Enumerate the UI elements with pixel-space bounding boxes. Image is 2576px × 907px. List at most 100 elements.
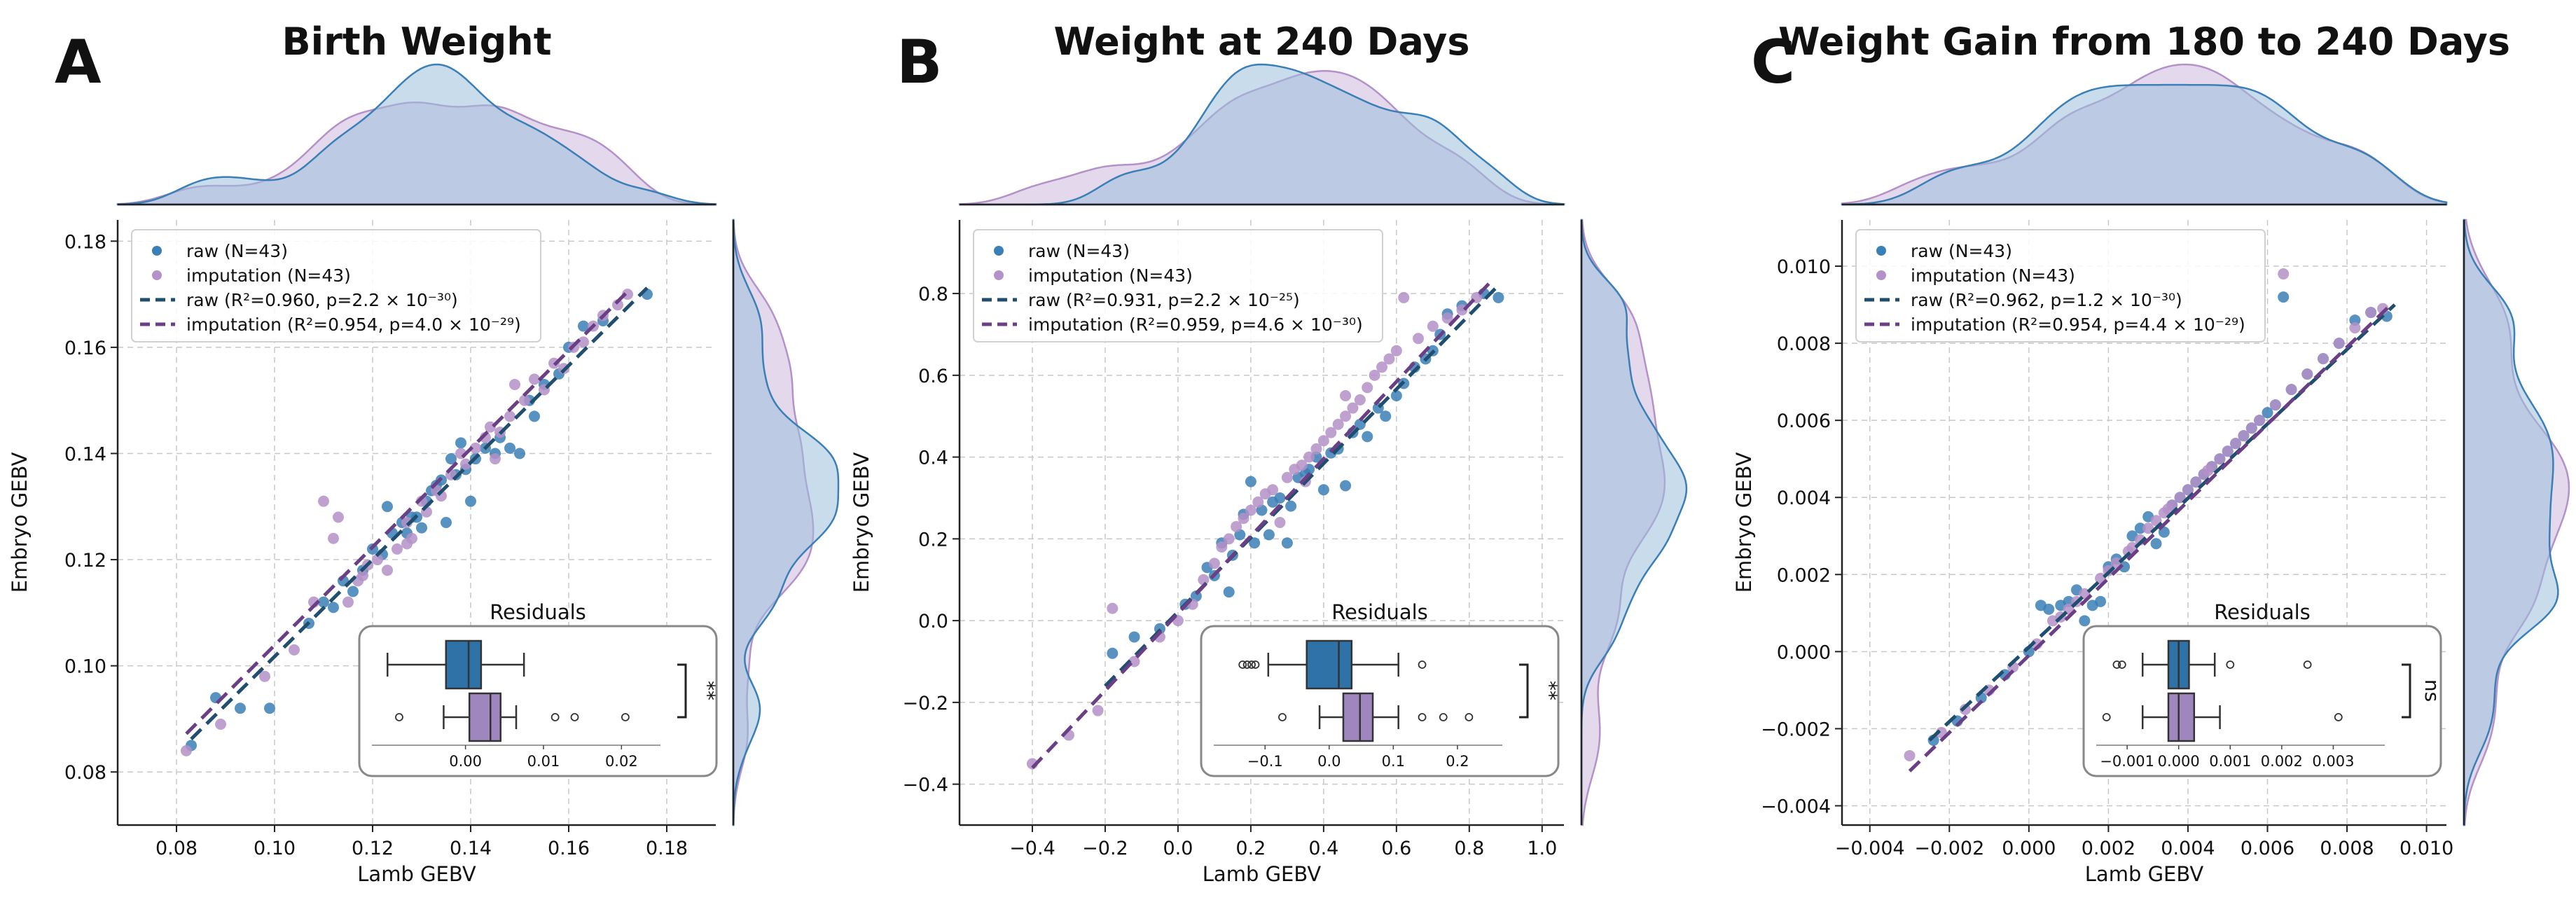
- raw-residual-outlier: [1242, 660, 1252, 669]
- imputation-point: [1332, 418, 1344, 430]
- imputation-point: [259, 670, 270, 682]
- imputation-point: [357, 569, 368, 581]
- inset-tick-label: 0.003: [2312, 753, 2354, 770]
- raw-point: [2278, 291, 2290, 303]
- raw-residual-outlier: [1418, 660, 1427, 669]
- raw-point: [441, 517, 452, 528]
- raw-point: [1245, 476, 1256, 487]
- x-tick-label: −0.002: [1914, 838, 1984, 859]
- right-density-raw: [732, 219, 840, 826]
- raw-point: [1281, 537, 1293, 549]
- imputation-point: [2214, 453, 2226, 465]
- raw-point: [1380, 410, 1392, 422]
- y-tick-label: 0.6: [918, 366, 948, 387]
- x-tick-label: 0.0: [1163, 838, 1193, 859]
- legend-marker: [994, 246, 1004, 256]
- x-tick-label: 0.14: [450, 838, 492, 859]
- imputation-point: [490, 453, 501, 465]
- raw-point: [2262, 407, 2273, 419]
- y-tick-label: 0.16: [64, 338, 106, 359]
- x-tick-label: 0.08: [155, 838, 198, 859]
- imputation-point: [504, 410, 515, 422]
- imputation-residual-box: [1342, 692, 1374, 742]
- legend-box: [1855, 229, 2266, 342]
- raw-point: [1317, 484, 1329, 496]
- imputation-point: [1441, 312, 1453, 324]
- imputation-fit-line: [185, 290, 629, 735]
- imputation-point: [622, 289, 633, 300]
- imputation-point: [1398, 291, 1410, 303]
- imputation-fit-line: [1031, 279, 1493, 769]
- x-tick-label: 0.000: [2002, 838, 2056, 859]
- imputation-point: [2245, 422, 2257, 434]
- raw-point: [1285, 500, 1297, 512]
- inset-tick-label: −0.1: [1247, 753, 1283, 770]
- x-tick-label: 1.0: [1527, 838, 1557, 859]
- significance-label: **: [1538, 681, 1561, 700]
- legend-marker: [152, 270, 162, 280]
- y-tick-label: 0.008: [1777, 333, 1831, 355]
- raw-fit-line: [190, 286, 649, 740]
- legend-label: imputation (N=43): [1911, 265, 2075, 286]
- imputation-point: [392, 543, 403, 555]
- raw-point: [1340, 480, 1352, 492]
- imputation-point: [2278, 268, 2290, 280]
- imputation-point: [382, 565, 393, 576]
- y-tick-label: 0.10: [64, 656, 106, 678]
- imputation-point: [2333, 338, 2345, 349]
- x-axis-label: Lamb GEBV: [1203, 862, 1322, 886]
- raw-residual-outlier: [2226, 660, 2235, 669]
- imputation-point: [342, 596, 354, 608]
- x-tick-label: 0.12: [352, 838, 394, 859]
- raw-point: [1390, 390, 1402, 402]
- imputation-point: [1238, 513, 1249, 525]
- x-tick-label: 0.010: [2400, 838, 2453, 859]
- imputation-point: [2222, 445, 2234, 457]
- imputation-residual-outlier: [570, 713, 579, 721]
- legend-marker: [1876, 270, 1886, 280]
- raw-point: [1107, 647, 1119, 659]
- raw-residual-box: [445, 639, 483, 690]
- imputation-point: [2254, 415, 2266, 427]
- panel-label: B: [896, 27, 943, 97]
- inset-tick-label: 0.0: [1317, 753, 1341, 770]
- x-tick-label: −0.2: [1082, 838, 1128, 859]
- significance-label: **: [696, 681, 719, 700]
- legend-label: imputation (R²=0.954, p=4.4 × 10⁻²⁹): [1911, 314, 2245, 335]
- legend-box: [973, 229, 1383, 342]
- imputation-point: [1413, 333, 1425, 345]
- imputation-residual-outlier: [1464, 713, 1474, 721]
- inset-title: Residuals: [1331, 600, 1428, 624]
- raw-residual-outlier: [1238, 660, 1247, 669]
- inset-tick-label: 0.01: [527, 753, 560, 770]
- x-tick-label: 0.10: [254, 838, 296, 859]
- raw-residual-outlier: [2117, 660, 2126, 669]
- imputation-point: [1281, 471, 1293, 483]
- top-density-raw: [116, 63, 717, 206]
- imputation-point: [2349, 322, 2361, 334]
- imputation-point: [1267, 484, 1279, 496]
- legend-label: imputation (N=43): [1028, 265, 1193, 286]
- imputation-point: [1303, 451, 1315, 463]
- imputation-point: [401, 538, 413, 550]
- imputation-point: [1317, 435, 1329, 447]
- imputation-point: [1107, 602, 1119, 614]
- panel-label: A: [55, 27, 102, 97]
- legend-marker: [994, 270, 1004, 280]
- y-tick-label: −0.004: [1761, 796, 1831, 817]
- significance-bracket: [1519, 663, 1529, 719]
- imputation-point: [1245, 504, 1256, 516]
- raw-point: [2349, 314, 2361, 326]
- significance-bracket: [2402, 663, 2411, 719]
- panel-title: Weight Gain from 180 to 240 Days: [1778, 20, 2510, 64]
- imputation-point: [1340, 390, 1352, 402]
- imputation-fit-line: [1908, 303, 2393, 773]
- panel-title: Weight at 240 Days: [1054, 20, 1470, 64]
- y-axis-label: Embryo GEBV: [1732, 452, 1756, 593]
- inset-tick-label: 0.001: [2209, 753, 2251, 770]
- imputation-point: [1427, 320, 1439, 332]
- raw-point: [1128, 631, 1140, 643]
- panel-title: Birth Weight: [282, 20, 551, 64]
- y-tick-label: 0.12: [64, 550, 106, 572]
